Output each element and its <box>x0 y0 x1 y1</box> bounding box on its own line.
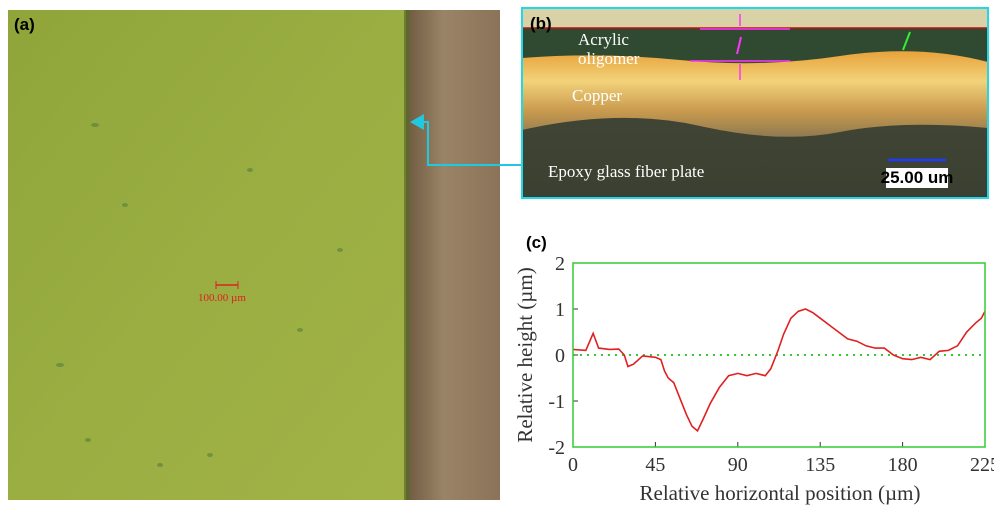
x-tick-label: 135 <box>805 454 835 476</box>
y-axis-label: Relative height (µm) <box>513 267 537 442</box>
figure: 100.00 µm (a) Acrylic oligomer Copper Ep… <box>0 0 994 505</box>
x-tick-label: 90 <box>728 454 748 476</box>
micrograph-a: 100.00 µm (a) <box>8 10 500 500</box>
scale-bar-label: 25.00 um <box>881 168 954 187</box>
x-tick-label: 225 <box>970 454 994 476</box>
micrograph-b: Acrylic oligomer Copper Epoxy glass fibe… <box>522 8 988 198</box>
page: 100.00 µm (a) Acrylic oligomer Copper Ep… <box>0 0 994 505</box>
y-tick-label: -2 <box>548 437 565 459</box>
panel-label: (b) <box>530 14 552 33</box>
layer-label: Copper <box>572 86 622 105</box>
layer-label: Epoxy glass fiber plate <box>548 162 704 181</box>
scale-bar-label: 100.00 µm <box>198 292 246 304</box>
panel-label: (c) <box>526 233 547 252</box>
y-tick-label: 1 <box>555 299 565 321</box>
profile-chart: (c) Relative horizontal position (µm) Re… <box>513 233 994 505</box>
x-axis-label: Relative horizontal position (µm) <box>640 481 921 505</box>
x-tick-label: 180 <box>888 454 918 476</box>
layer-label: Acrylic <box>578 30 629 49</box>
y-tick-label: 2 <box>555 253 565 275</box>
y-tick-label: 0 <box>555 345 565 367</box>
x-tick-label: 45 <box>645 454 665 476</box>
panel-label: (a) <box>14 15 35 34</box>
layer-label: oligomer <box>578 49 640 68</box>
x-tick-label: 0 <box>568 454 578 476</box>
data-line <box>573 309 985 431</box>
y-tick-label: -1 <box>548 391 565 413</box>
